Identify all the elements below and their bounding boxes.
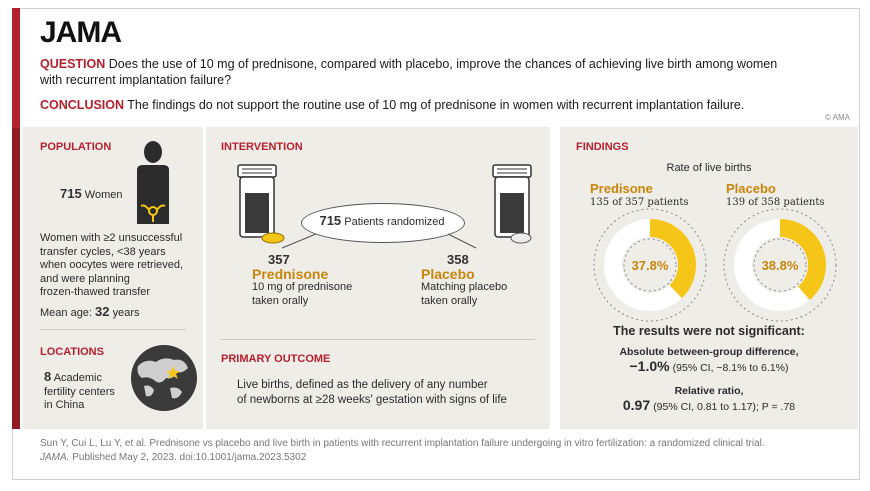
- intervention-title: INTERVENTION: [221, 141, 303, 153]
- donut-inner-guide: [753, 238, 807, 292]
- arm-placebo-count: 358: [447, 252, 469, 267]
- donut-hole: [622, 237, 678, 293]
- abs-diff-label: Absolute between-group difference,: [619, 346, 799, 358]
- donut-slice-prednisone: [650, 219, 697, 299]
- series-placebo-header: Placebo 139 of 358 patients: [726, 182, 825, 209]
- criteria-line: and were planning: [40, 272, 130, 285]
- donut-slice-placebo: [780, 219, 826, 301]
- mean-age-label: Mean age:: [40, 307, 92, 319]
- primary-outcome-line1: Live births, defined as the delivery of …: [237, 379, 488, 391]
- conclusion-label: CONCLUSION: [40, 98, 125, 112]
- population-criteria: Women with ≥2 unsuccessful transfer cycl…: [40, 232, 200, 300]
- abs-diff-value: −1.0%: [629, 358, 670, 374]
- intervention-divider: [221, 339, 535, 340]
- population-count-number: 715: [60, 186, 82, 201]
- findings-subtitle: Rate of live births: [666, 162, 752, 174]
- arm-prednisone-desc2: taken orally: [252, 294, 309, 307]
- series-prednisone-detail: 135 of 357 patients: [590, 196, 689, 208]
- citation: Sun Y, Cui L, Lu Y, et al. Prednisone vs…: [40, 437, 765, 465]
- mean-age: Mean age: 32 years: [40, 305, 139, 321]
- criteria-line: Women with ≥2 unsuccessful: [40, 232, 183, 244]
- randomized-ellipse: [301, 203, 465, 243]
- red-accent-bar-top: [12, 8, 20, 128]
- rel-ratio-row: 0.97 (95% CI, 0.81 to 1.17); P = .78: [560, 397, 858, 415]
- randomized-label: Patients randomized: [344, 216, 445, 228]
- rel-ratio-ci: (95% CI, 0.81 to 1.17); P = .78: [653, 401, 796, 413]
- donut-guide-ring: [723, 208, 837, 322]
- arm-prednisone-name: Prednisone: [252, 265, 329, 282]
- citation-line2: JAMA. Published May 2, 2023. doi:10.1001…: [40, 451, 765, 465]
- jama-logo: JAMA: [40, 16, 122, 49]
- pill-bottle-left-icon: [237, 164, 285, 244]
- rel-ratio-label: Relative ratio,: [674, 385, 744, 397]
- criteria-line: transfer cycles, <38 years: [40, 245, 166, 258]
- citation-line1: Sun Y, Cui L, Lu Y, et al. Prednisone vs…: [40, 438, 765, 449]
- arm-prednisone: 357 Prednisone 10 mg of prednisone taken…: [252, 253, 382, 308]
- question-line2: with recurrent implantation failure?: [40, 73, 232, 87]
- criteria-line: when oocytes were retrieved,: [40, 259, 184, 271]
- locations-line2: fertility centers: [44, 385, 115, 398]
- series-prednisone-name: Predisone: [590, 181, 653, 196]
- mean-age-value: 32: [95, 304, 110, 319]
- population-count-label: Women: [84, 189, 123, 201]
- locations-title: LOCATIONS: [40, 346, 104, 358]
- conclusion-body: The findings do not support the routine …: [127, 98, 745, 112]
- population-divider: [40, 329, 186, 330]
- arm-placebo-name: Placebo: [421, 265, 475, 282]
- primary-outcome-line2: of newborns at ≥28 weeks' gestation with…: [237, 393, 507, 406]
- arm-placebo-desc1: Matching placebo: [421, 281, 508, 293]
- donut-hole: [752, 237, 808, 293]
- locations-line1: Academic: [53, 372, 102, 384]
- pill-bottle-right-icon: [492, 164, 532, 244]
- citation-rest: Published May 2, 2023. doi:10.1001/jama.…: [72, 452, 307, 463]
- randomized-text: 715 Patients randomized: [301, 214, 463, 230]
- primary-outcome-text: Live births, defined as the delivery of …: [237, 378, 507, 407]
- copyright: © AMA: [824, 113, 850, 122]
- abs-diff-ci: (95% CI, −8.1% to 6.1%): [672, 362, 789, 374]
- donut-inner-guide: [623, 238, 677, 292]
- donut-guide-ring: [593, 208, 707, 322]
- findings-title: FINDINGS: [576, 141, 629, 153]
- locations-line3: in China: [44, 399, 85, 411]
- not-significant-text: The results were not significant:: [613, 324, 805, 338]
- series-prednisone-header: Predisone 135 of 357 patients: [590, 182, 689, 209]
- question-text: QUESTION Does the use of 10 mg of predni…: [40, 56, 810, 88]
- population-title: POPULATION: [40, 141, 112, 153]
- donut-label-prednisone: 37.8%: [632, 258, 669, 273]
- series-placebo-name: Placebo: [726, 181, 776, 196]
- question-label: QUESTION: [40, 57, 106, 71]
- randomized-count: 715: [319, 213, 342, 228]
- donut-label-placebo: 38.8%: [762, 258, 799, 273]
- citation-journal: JAMA.: [40, 452, 70, 463]
- locations-count: 8: [44, 369, 52, 384]
- red-accent-bar-middle: [12, 128, 20, 429]
- primary-outcome-title: PRIMARY OUTCOME: [221, 353, 331, 365]
- population-count: 715 Women: [60, 187, 122, 203]
- mean-age-unit: years: [112, 307, 140, 319]
- woman-icon: [137, 141, 169, 224]
- arm-prednisone-desc1: 10 mg of prednisone: [252, 281, 353, 293]
- arm-prednisone-count: 357: [268, 252, 290, 267]
- conclusion-text: CONCLUSION The findings do not support t…: [40, 97, 810, 113]
- arm-placebo-desc2: taken orally: [421, 294, 478, 307]
- arm-placebo: 358 Placebo Matching placebo taken orall…: [421, 253, 546, 308]
- criteria-line: frozen-thawed transfer: [40, 286, 151, 298]
- rel-ratio-value: 0.97: [622, 397, 651, 413]
- question-line1: Does the use of 10 mg of prednisone, com…: [108, 57, 778, 71]
- series-placebo-detail: 139 of 358 patients: [726, 196, 825, 208]
- locations-text: 8 Academic fertility centers in China: [44, 370, 115, 413]
- abs-diff-row: −1.0% (95% CI, −8.1% to 6.1%): [560, 358, 858, 376]
- globe-icon: [131, 345, 197, 411]
